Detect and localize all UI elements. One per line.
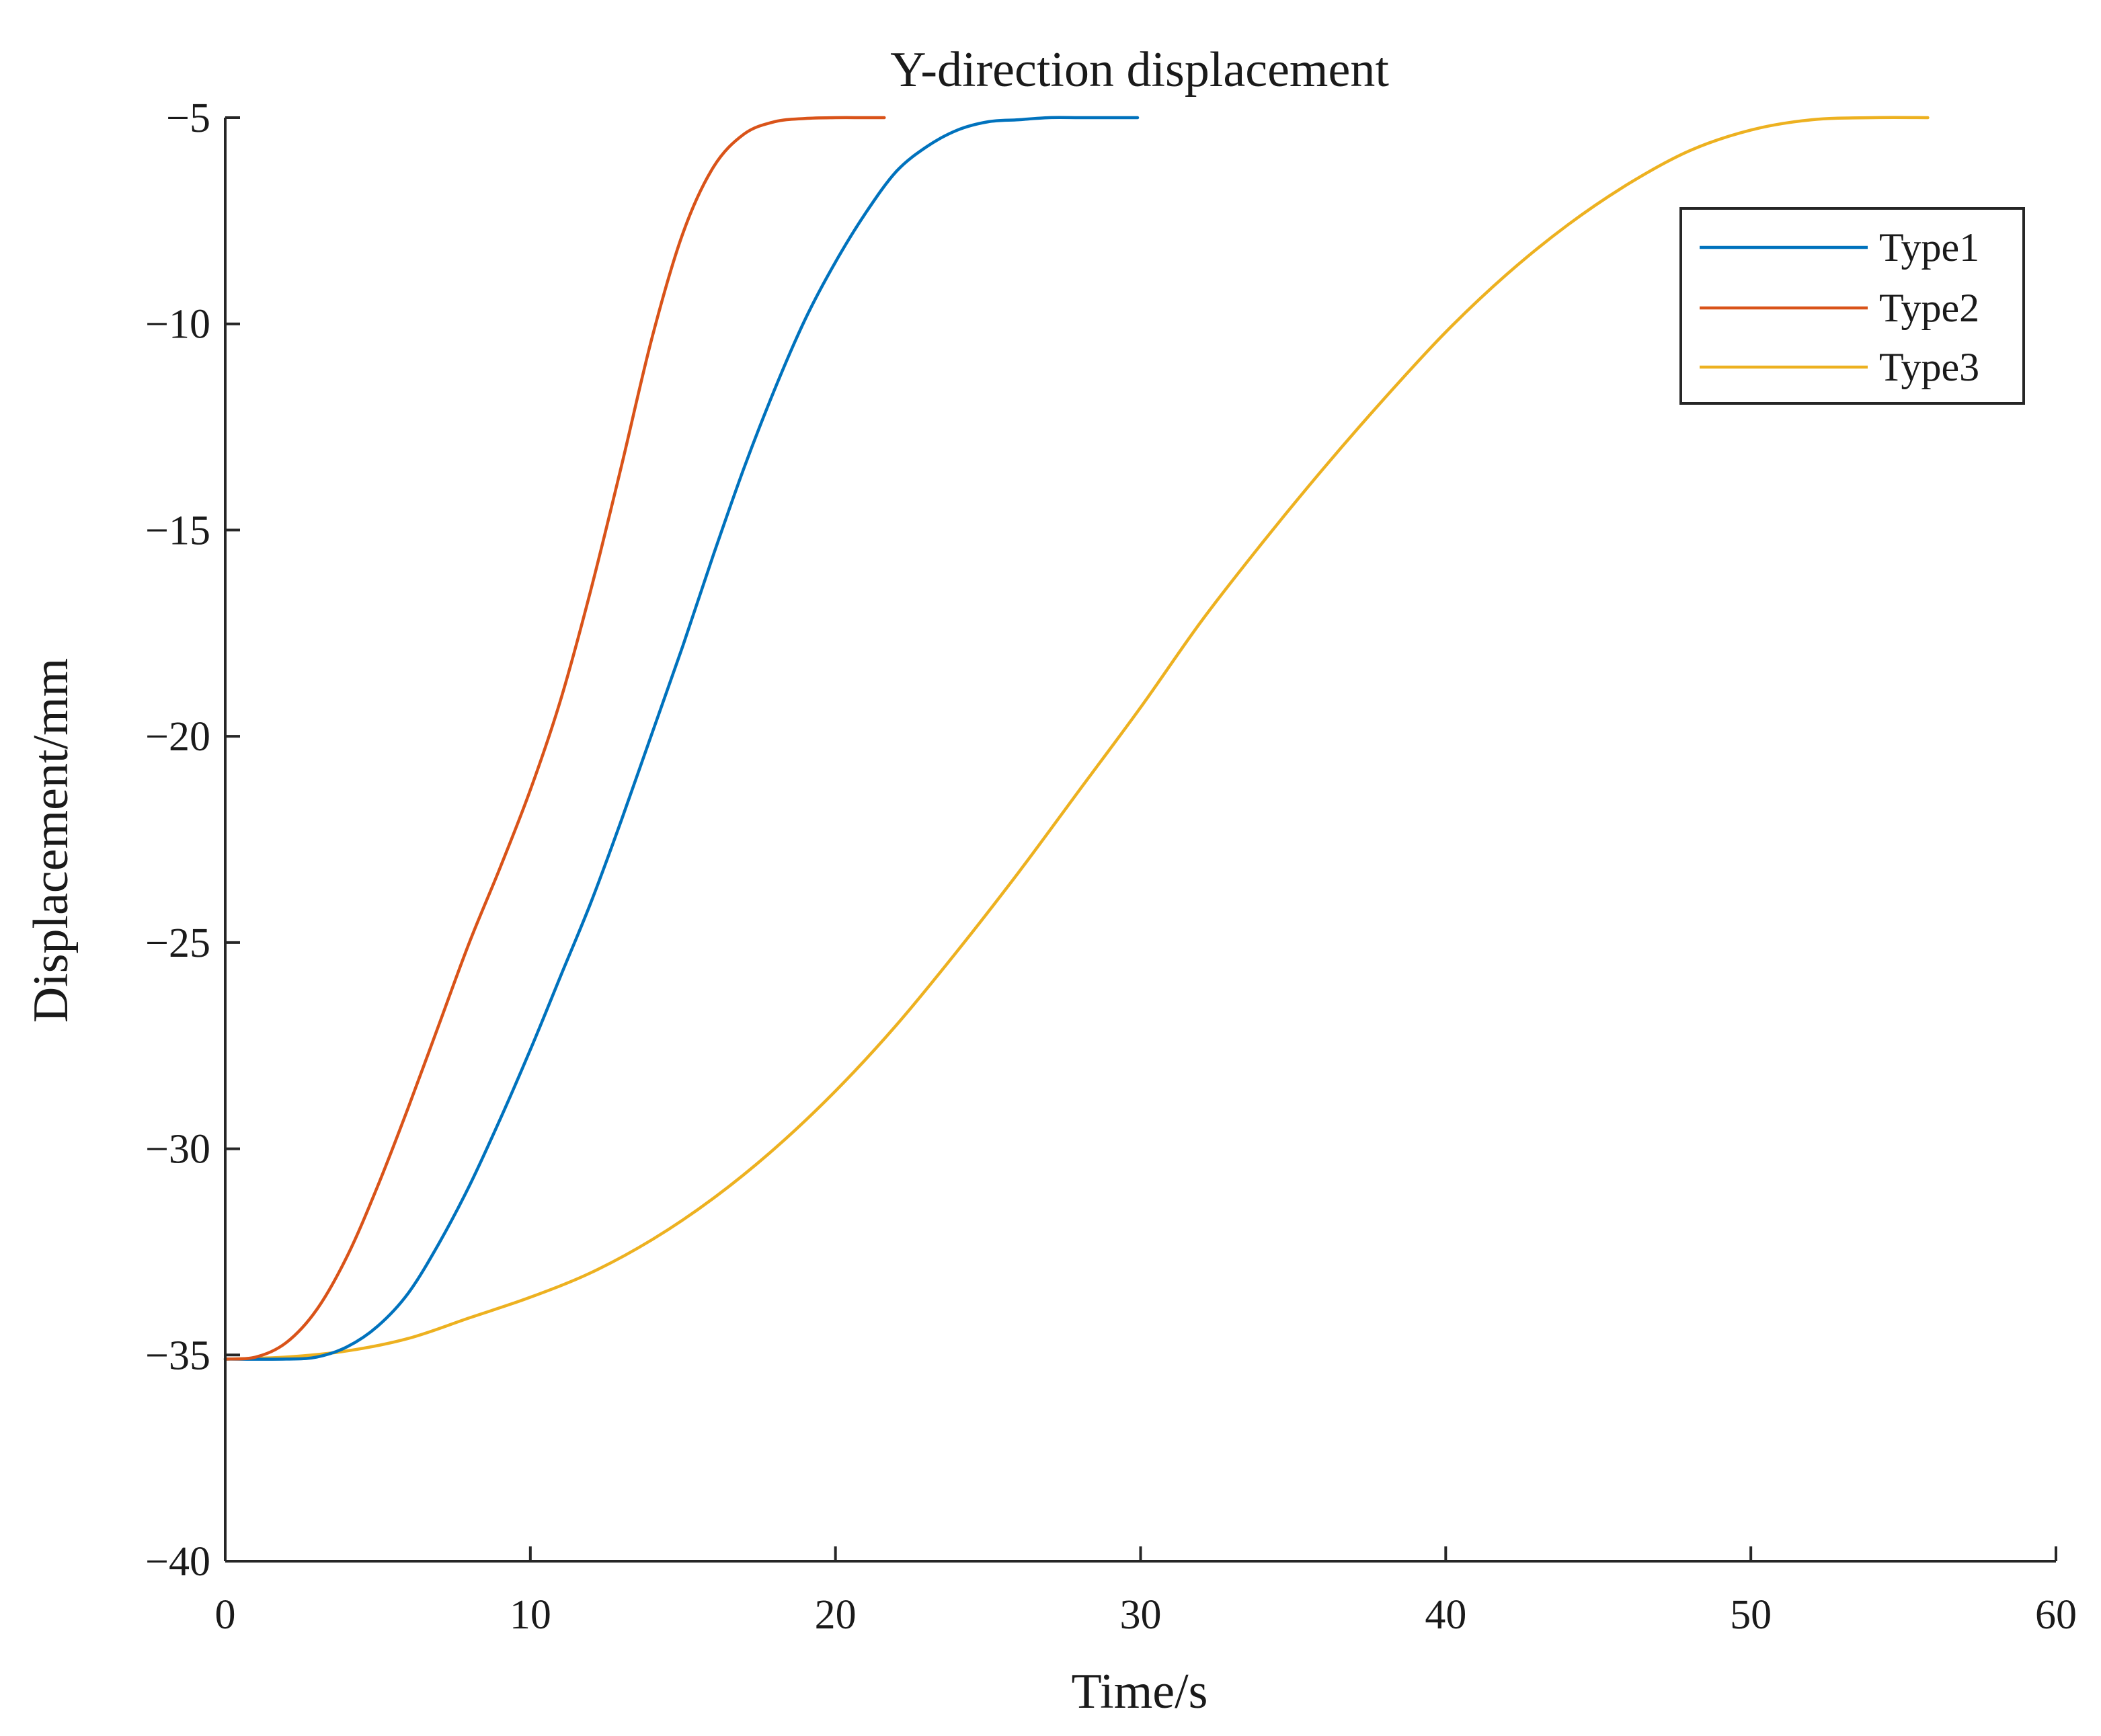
x-tick-label: 60: [2035, 1592, 2077, 1638]
legend-label-type3: Type3: [1879, 345, 1979, 389]
series-group: [223, 116, 1930, 1361]
x-tick-label: 0: [215, 1592, 236, 1638]
legend-label-type2: Type2: [1879, 286, 1979, 330]
y-tick-label: −30: [145, 1127, 210, 1173]
x-axis-title: Time/s: [1072, 1664, 1208, 1719]
series-line-type3: [223, 116, 1930, 1361]
legend-box: [1679, 207, 2025, 405]
x-tick-label: 20: [815, 1592, 857, 1638]
y-tick-label: −5: [166, 95, 210, 141]
legend-label-type1: Type1: [1879, 225, 1979, 270]
x-ticks: 0 10 20 30 40 50 60: [215, 1546, 2077, 1638]
x-tick-label: 10: [510, 1592, 551, 1638]
y-tick-label: −15: [145, 508, 210, 553]
series-line-type1: [223, 116, 1140, 1361]
y-tick-label: −35: [145, 1333, 210, 1378]
legend: Type1 Type2 Type3: [1679, 207, 2025, 405]
y-axis-title: Displacement/mm: [24, 658, 79, 1023]
x-tick-label: 50: [1730, 1592, 1772, 1638]
x-tick-label: 30: [1120, 1592, 1162, 1638]
y-tick-label: −10: [145, 302, 210, 348]
y-tick-label: −40: [145, 1539, 210, 1585]
x-tick-label: 40: [1425, 1592, 1466, 1638]
chart-title: Y-direction displacement: [890, 42, 1389, 97]
y-tick-label: −25: [145, 920, 210, 966]
series-line-type2: [223, 116, 886, 1361]
y-tick-label: −20: [145, 714, 210, 760]
y-ticks: −40 −35 −30 −25 −20 −15 −10 −5: [145, 95, 240, 1585]
